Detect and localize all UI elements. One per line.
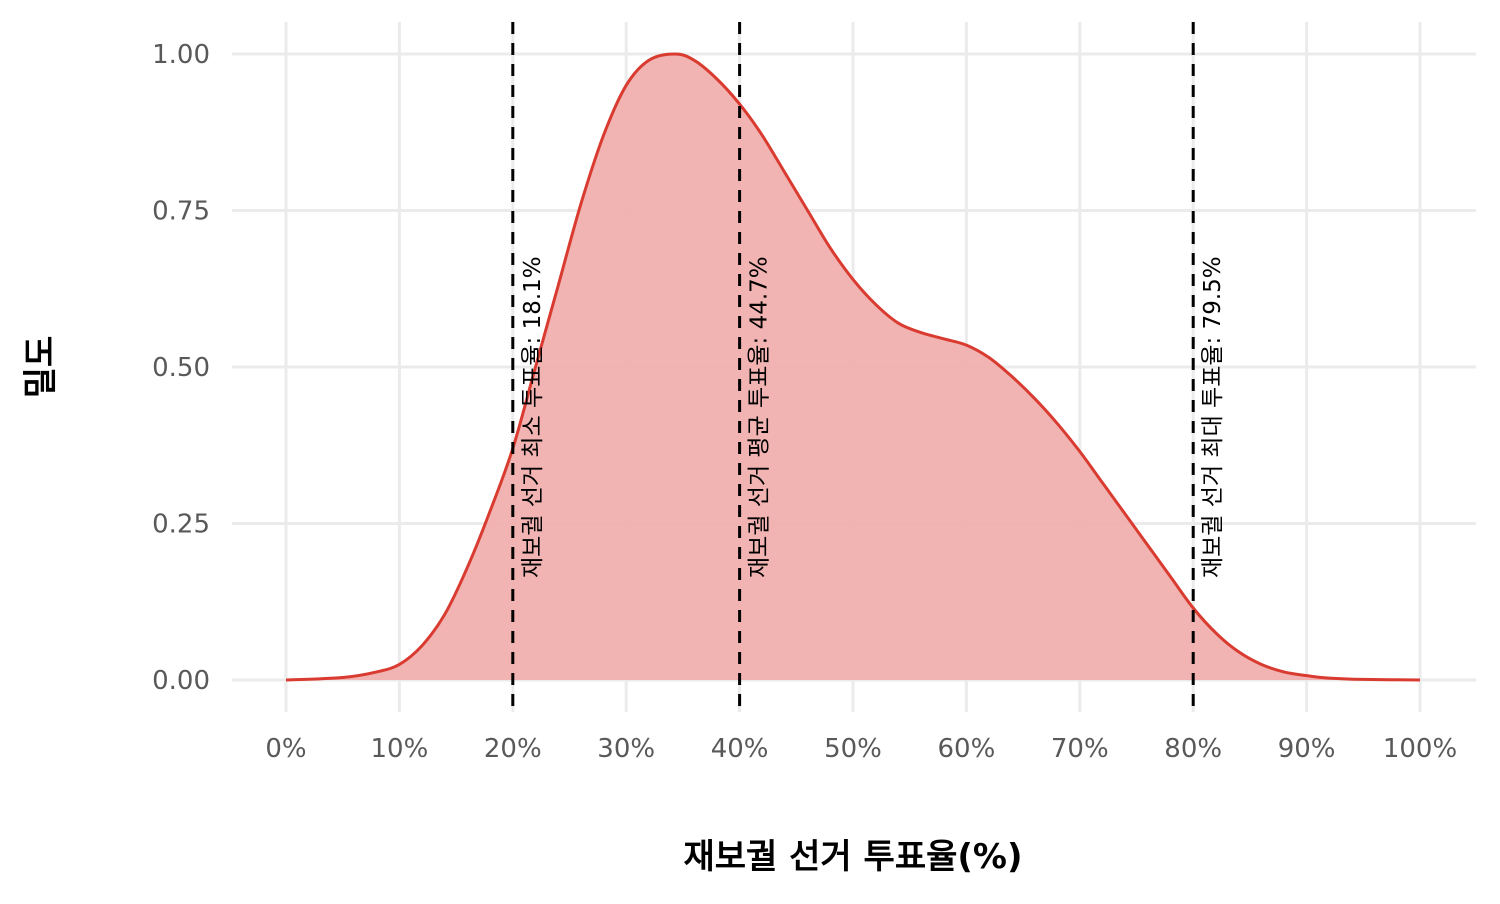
- density-area-layer: [285, 52, 1421, 682]
- density-area-fill: [286, 54, 1420, 680]
- y-tick-label-4: 1.00: [152, 40, 210, 70]
- density-curve-line: [285, 52, 1421, 682]
- y-axis-title: 밀도: [21, 336, 61, 399]
- x-tick-label-7: 70%: [1051, 734, 1109, 764]
- x-tick-label-10: 100%: [1383, 734, 1457, 764]
- x-tick-label-0: 0%: [265, 734, 306, 764]
- y-tick-label-3: 0.75: [152, 197, 210, 227]
- x-tick-label-5: 50%: [824, 734, 882, 764]
- reference-line-label-1: 재보궐 선거 평균 투표율: 44.7%: [747, 256, 773, 578]
- x-tick-label-4: 40%: [711, 734, 769, 764]
- x-axis-title: 재보궐 선거 투표율(%): [683, 837, 1022, 877]
- x-tick-label-8: 80%: [1164, 734, 1222, 764]
- x-tick-label-6: 60%: [938, 734, 996, 764]
- reference-lines-layer: 재보궐 선거 최소 투표율: 18.1% 재보궐 선거 평균 투표율: 44.7%…: [511, 22, 1226, 712]
- x-tick-label-1: 10%: [371, 734, 429, 764]
- y-tick-label-2: 0.50: [152, 353, 210, 383]
- x-tick-label-2: 20%: [484, 734, 542, 764]
- reference-line-label-0: 재보궐 선거 최소 투표율: 18.1%: [520, 256, 546, 578]
- x-tick-label-3: 30%: [597, 734, 655, 764]
- y-tick-label-1: 0.25: [152, 510, 210, 540]
- y-tick-label-0: 0.00: [152, 666, 210, 696]
- reference-line-label-2: 재보궐 선거 최대 투표율: 79.5%: [1200, 256, 1226, 578]
- x-tick-label-9: 90%: [1278, 734, 1336, 764]
- tick-labels-layer: 0% 10% 20% 30% 40% 50% 60% 70% 80% 90% 100% 0.00 0.2…: [152, 40, 1457, 764]
